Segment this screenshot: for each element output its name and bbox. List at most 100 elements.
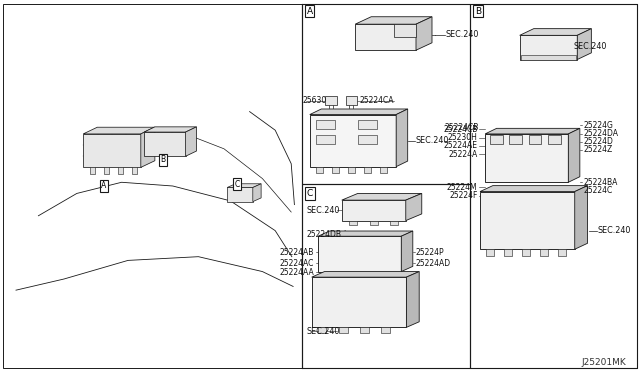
Text: 25224G: 25224G bbox=[584, 121, 614, 130]
Polygon shape bbox=[416, 17, 432, 50]
Text: 25224AB: 25224AB bbox=[280, 248, 314, 257]
Bar bbox=[509, 135, 522, 144]
Polygon shape bbox=[186, 127, 196, 156]
Polygon shape bbox=[227, 187, 253, 202]
Polygon shape bbox=[355, 24, 416, 50]
Bar bbox=[302, 4, 637, 368]
Polygon shape bbox=[485, 128, 580, 134]
Polygon shape bbox=[396, 109, 408, 167]
Bar bbox=[339, 327, 348, 333]
Text: J25201MK: J25201MK bbox=[581, 358, 626, 367]
Polygon shape bbox=[310, 109, 408, 115]
Bar bbox=[349, 221, 357, 225]
Text: B: B bbox=[475, 7, 481, 16]
Text: 25224CA: 25224CA bbox=[360, 96, 394, 105]
Polygon shape bbox=[318, 231, 413, 236]
Polygon shape bbox=[83, 134, 141, 167]
Bar bbox=[302, 184, 470, 368]
Text: A: A bbox=[307, 7, 313, 16]
Bar bbox=[118, 167, 123, 174]
Bar bbox=[348, 167, 355, 173]
Bar bbox=[380, 167, 387, 173]
Polygon shape bbox=[342, 200, 406, 221]
Bar bbox=[370, 221, 378, 225]
Bar bbox=[529, 135, 541, 144]
Bar bbox=[540, 249, 548, 256]
Polygon shape bbox=[318, 236, 401, 272]
Text: 25630: 25630 bbox=[303, 96, 327, 105]
Bar bbox=[316, 135, 335, 144]
Text: 25224C: 25224C bbox=[584, 186, 613, 195]
Polygon shape bbox=[577, 29, 591, 60]
Bar bbox=[332, 167, 339, 173]
Bar bbox=[522, 249, 530, 256]
Polygon shape bbox=[568, 128, 580, 182]
Bar bbox=[390, 221, 398, 225]
Text: 25224AC: 25224AC bbox=[280, 259, 314, 267]
Polygon shape bbox=[401, 231, 413, 272]
Bar bbox=[486, 249, 494, 256]
Polygon shape bbox=[312, 277, 406, 327]
Bar bbox=[302, 4, 470, 184]
Text: SEC.240: SEC.240 bbox=[307, 206, 340, 215]
Text: 25224D: 25224D bbox=[584, 137, 614, 146]
Polygon shape bbox=[342, 193, 422, 200]
Polygon shape bbox=[144, 132, 186, 156]
Text: 25224AE: 25224AE bbox=[444, 141, 477, 150]
Polygon shape bbox=[480, 186, 588, 192]
Bar bbox=[325, 96, 337, 105]
Polygon shape bbox=[406, 193, 422, 221]
Polygon shape bbox=[227, 184, 261, 187]
Text: A: A bbox=[101, 182, 106, 190]
Text: SEC.240: SEC.240 bbox=[445, 30, 479, 39]
Text: 25224P: 25224P bbox=[416, 248, 445, 257]
Bar bbox=[364, 167, 371, 173]
Text: 25224A: 25224A bbox=[448, 150, 477, 159]
Text: 25224DB: 25224DB bbox=[307, 230, 342, 239]
Text: SEC.240: SEC.240 bbox=[416, 136, 449, 145]
Text: SEC.240: SEC.240 bbox=[573, 42, 607, 51]
Polygon shape bbox=[485, 134, 568, 182]
Bar bbox=[548, 135, 561, 144]
Polygon shape bbox=[575, 186, 588, 249]
Bar bbox=[394, 24, 416, 37]
Text: 25224DA: 25224DA bbox=[584, 129, 619, 138]
Bar bbox=[104, 167, 109, 174]
Bar bbox=[132, 167, 137, 174]
Text: 25224F: 25224F bbox=[449, 191, 477, 200]
Bar bbox=[316, 120, 335, 129]
Text: C: C bbox=[307, 189, 313, 198]
Polygon shape bbox=[83, 127, 155, 134]
Text: 25224M: 25224M bbox=[447, 183, 477, 192]
Text: SEC.240: SEC.240 bbox=[307, 327, 340, 336]
Polygon shape bbox=[520, 35, 577, 60]
Polygon shape bbox=[144, 127, 196, 132]
Bar bbox=[318, 327, 326, 333]
Bar bbox=[470, 4, 637, 368]
Text: C: C bbox=[234, 180, 239, 189]
Bar bbox=[558, 249, 566, 256]
Text: B: B bbox=[161, 155, 166, 164]
Polygon shape bbox=[406, 272, 419, 327]
Bar bbox=[490, 135, 503, 144]
Bar bbox=[346, 96, 357, 105]
Text: 25230H: 25230H bbox=[447, 133, 477, 142]
Bar bbox=[316, 167, 323, 173]
Bar bbox=[521, 55, 576, 60]
Polygon shape bbox=[480, 192, 575, 249]
Polygon shape bbox=[141, 127, 155, 167]
Polygon shape bbox=[355, 17, 432, 24]
Text: 25224BA: 25224BA bbox=[584, 178, 618, 187]
Text: 25224CB: 25224CB bbox=[443, 125, 477, 134]
Text: 25224CB: 25224CB bbox=[444, 123, 479, 132]
Text: 25224AA: 25224AA bbox=[280, 268, 314, 277]
Text: SEC.240: SEC.240 bbox=[598, 226, 631, 235]
Polygon shape bbox=[16, 67, 294, 366]
Bar bbox=[358, 135, 377, 144]
Polygon shape bbox=[520, 29, 591, 35]
Bar bbox=[360, 327, 369, 333]
Bar bbox=[381, 327, 390, 333]
Text: 25224AD: 25224AD bbox=[416, 259, 451, 267]
Polygon shape bbox=[312, 272, 419, 277]
Bar bbox=[90, 167, 95, 174]
